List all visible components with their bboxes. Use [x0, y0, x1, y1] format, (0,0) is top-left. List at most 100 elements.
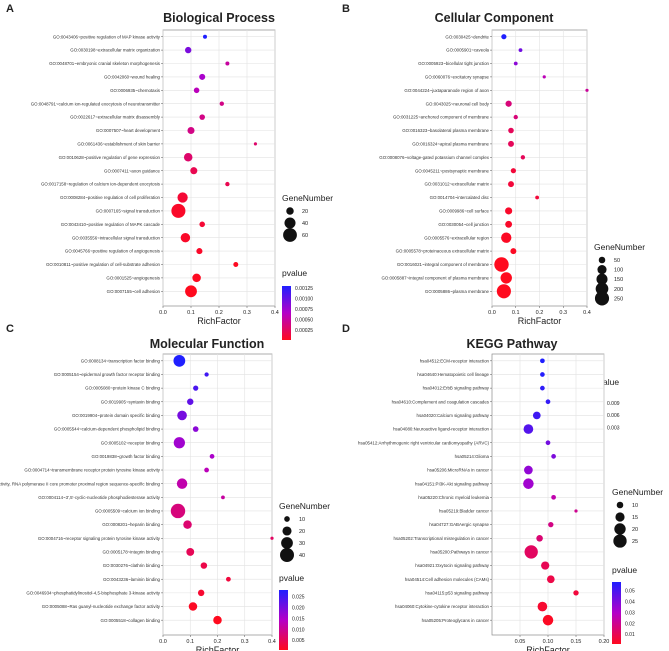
data-point: [199, 114, 205, 120]
color-legend-label: 0.003: [607, 425, 620, 431]
data-point: [505, 100, 512, 107]
term-label: hsa05219:Bladder cancer: [439, 509, 490, 514]
term-label: GO:0019838~growth factor binding: [92, 454, 161, 459]
data-point: [185, 46, 192, 54]
data-point: [203, 34, 207, 39]
term-label: GO:0007155~cell adhesion: [107, 289, 161, 294]
data-point: [192, 426, 199, 432]
data-point: [233, 262, 239, 267]
term-label: GO:0031012~extracellular matrix: [424, 182, 489, 187]
data-point: [177, 410, 187, 421]
data-point: [183, 520, 192, 529]
data-point: [546, 575, 555, 584]
term-label: GO:0005887~integral component of plasma …: [381, 276, 489, 281]
data-point: [505, 220, 513, 228]
x-axis-label: RichFactor: [197, 316, 241, 326]
term-label: GO:0005509~calcium ion binding: [95, 509, 161, 514]
size-legend-label: 40: [299, 553, 305, 559]
data-point: [508, 127, 514, 134]
term-label: GO:0035556~intracellular signal transduc…: [72, 235, 161, 240]
color-legend-label: 0.05: [625, 589, 635, 595]
term-label: GO:0045766~positive regulation of angiog…: [65, 249, 161, 254]
data-point: [540, 372, 545, 377]
color-legend-label: 0.006: [607, 413, 620, 419]
data-point: [545, 399, 551, 405]
data-point: [496, 284, 511, 299]
term-label: GO:0048701~embryonic cranial skeleton mo…: [49, 61, 161, 66]
color-legend-label: 0.00125: [295, 286, 313, 292]
term-label: GO:0008201~heparin binding: [102, 522, 160, 527]
color-legend-label: 0.00025: [295, 328, 313, 334]
term-label: GO:0044224~juxtaparanode region of axon: [404, 88, 489, 93]
x-tick-label: 0.4: [583, 310, 591, 316]
data-point: [173, 437, 185, 449]
panel-b: B Cellular Component GO:0030425~dendrite GO…: [342, 3, 645, 439]
color-legend-bar: [279, 590, 288, 650]
term-label: GO:0043406~positive regulation of MAP ki…: [53, 34, 161, 39]
size-legend-label: 20: [299, 529, 305, 535]
data-point: [173, 354, 186, 367]
term-label: GO:0001525~angiogenesis: [106, 276, 160, 281]
x-tick-label: 0.20: [599, 639, 610, 645]
size-legend-label: 50: [614, 258, 620, 264]
size-legend-dot: [614, 523, 626, 535]
color-legend-label: 0.025: [292, 595, 305, 601]
data-point: [183, 153, 193, 162]
color-legend-label: 0.01: [625, 632, 635, 638]
size-legend-dot: [283, 228, 297, 242]
term-label: hsa04921:Oxytocin signaling pathway: [415, 563, 490, 568]
panel-c: C Molecular Function GO:0008134~transcript…: [0, 323, 330, 651]
data-point: [532, 411, 541, 420]
term-label: hsa04060:Cytokine-cytokine receptor inte…: [395, 604, 490, 609]
term-label: GO:0007507~heart development: [96, 128, 161, 133]
term-label: hsa04640:Hematopoietic cell lineage: [417, 372, 489, 377]
term-label: hsa05206:MicroRNAs in cancer: [427, 468, 489, 473]
data-point: [180, 232, 191, 243]
data-point: [523, 478, 534, 489]
term-label: GO:0048791~calcium ion-regulated exocyto…: [31, 101, 161, 106]
term-label: hsa04115:p53 signaling pathway: [425, 590, 489, 595]
term-label: GO:0060076~excitatory synapse: [425, 75, 490, 80]
term-label: GO:0042060~wound healing: [104, 75, 161, 80]
data-point: [196, 248, 203, 255]
size-legend-dot: [615, 512, 625, 522]
x-tick-label: 0.2: [214, 639, 222, 645]
term-label: GO:0030425~dendrite: [445, 34, 489, 39]
x-axis-label: RichFactor: [526, 645, 570, 651]
data-point: [537, 601, 548, 612]
x-tick-label: 0.3: [241, 639, 249, 645]
panel-letter: D: [342, 323, 350, 335]
data-point: [219, 101, 224, 106]
x-tick-label: 0.1: [186, 639, 194, 645]
size-legend-label: 100: [614, 268, 623, 274]
color-legend-label: 0.020: [292, 605, 305, 611]
color-legend-label: 0.00050: [295, 317, 313, 323]
size-legend-label: 25: [632, 539, 638, 545]
term-label: GO:0005088~Ras guanyl-nucleotide exchang…: [42, 604, 161, 609]
data-point: [513, 61, 518, 66]
term-label: hsa04151:PI3K-Akt signaling pathway: [415, 481, 490, 486]
data-point: [176, 478, 188, 489]
data-point: [548, 521, 554, 528]
term-label: GO:0019905~syntaxin binding: [101, 399, 161, 404]
data-point: [540, 358, 545, 364]
term-label: GO:0001077~transcriptional activator act…: [0, 481, 161, 486]
panel-d: D KEGG Pathway hsa04512:ECM-receptor inter…: [342, 323, 663, 651]
data-point: [226, 576, 231, 582]
data-point: [186, 547, 195, 556]
x-tick-label: 0.0: [159, 310, 167, 316]
panel-letter: C: [6, 323, 14, 335]
size-legend-label: 10: [632, 503, 638, 509]
data-point: [188, 602, 198, 611]
data-point: [177, 192, 188, 203]
x-tick-label: 0.1: [187, 310, 195, 316]
data-point: [542, 75, 546, 79]
data-point: [540, 385, 545, 391]
color-legend-label: 0.00100: [295, 297, 313, 303]
data-point: [253, 142, 257, 146]
size-legend-dot: [282, 526, 292, 536]
color-legend-label: 0.04: [625, 600, 635, 606]
data-point: [508, 181, 514, 188]
term-label: GO:0030198~extracellular matrix organiza…: [70, 48, 160, 53]
size-legend-label: 20: [632, 527, 638, 533]
